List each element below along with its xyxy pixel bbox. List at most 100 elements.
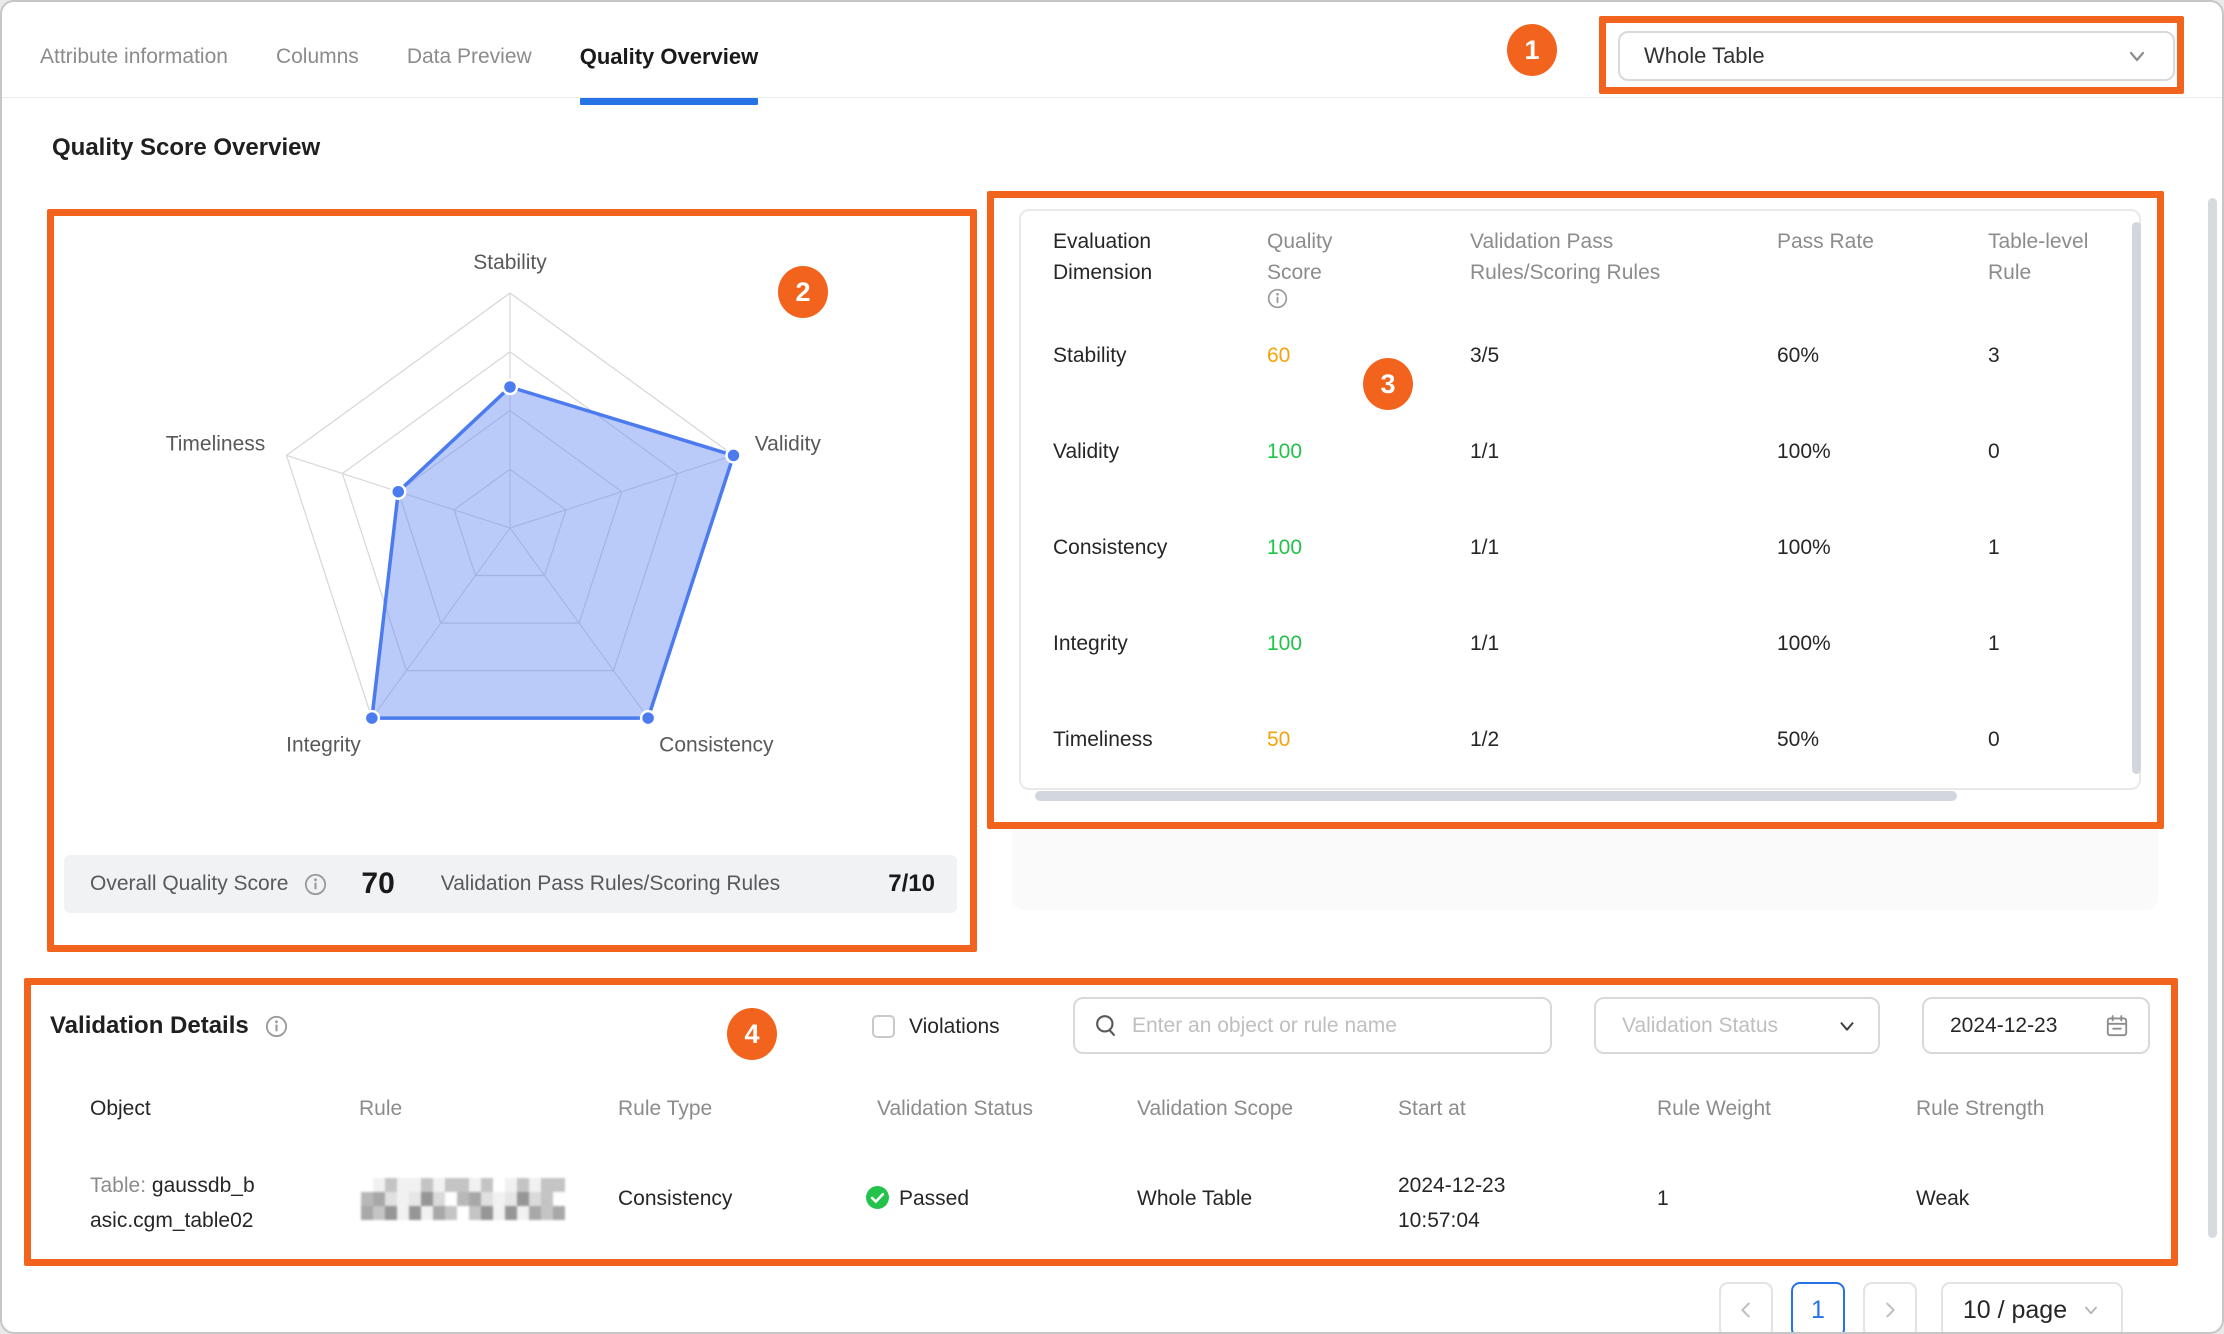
info-icon[interactable] — [265, 1015, 288, 1038]
dimension-table: Evaluation Dimension Quality Score Validati… — [994, 198, 2157, 822]
rule-weight-cell: 1 — [1657, 1187, 1669, 1210]
radar-axis-label: Consistency — [659, 733, 774, 756]
dimension-table-header: Evaluation Dimension — [1053, 230, 1153, 284]
window-scrollbar[interactable] — [2208, 198, 2217, 1238]
pagination-prev-button[interactable] — [1719, 1282, 1773, 1332]
annotation-1-badge: 1 — [1507, 24, 1557, 76]
vertical-scrollbar[interactable] — [2132, 222, 2141, 774]
quality-radar-chart: Stability Validity Consistency Integrity Tim… — [166, 251, 822, 756]
tab-columns[interactable]: Columns — [275, 44, 359, 68]
chevron-right-icon — [1886, 1302, 1895, 1318]
dimension-cell: Timeliness — [1053, 728, 1153, 751]
section-title: Quality Score Overview — [52, 134, 321, 161]
dimension-cell: Integrity — [1053, 632, 1128, 655]
dimension-table-card — [1019, 209, 2141, 790]
validation-table-header-cell: Rule Type — [618, 1097, 713, 1120]
scope-select[interactable]: Whole Table — [1618, 31, 2175, 81]
table-rule-cell: 1 — [1988, 536, 2000, 559]
table-rule-cell: 1 — [1988, 632, 2000, 655]
score-cell: 100 — [1267, 536, 1303, 559]
dimension-table-header: Pass Rate — [1777, 230, 1874, 253]
dimension-cell: Consistency — [1053, 536, 1168, 559]
overall-score-bar: Overall Quality Score 70 Validation Pass… — [64, 855, 957, 913]
validation-table-header-cell: Validation Status — [877, 1097, 1034, 1120]
dimension-table-header: Quality Score — [1267, 226, 1332, 309]
score-cell: 60 — [1267, 344, 1291, 367]
pagination-page-1[interactable]: 1 — [1791, 1282, 1845, 1332]
pass-rules-cell: 1/1 — [1470, 440, 1500, 463]
annotation-2-badge: 2 — [778, 266, 828, 318]
pass-rate-cell: 100% — [1777, 440, 1831, 463]
object-name-line2: asic.cgm_table02 — [90, 1209, 254, 1232]
chevron-down-icon — [1840, 1021, 1854, 1031]
dimension-cell: Stability — [1053, 344, 1127, 367]
overall-score-label: Overall Quality Score — [90, 872, 289, 895]
annotation-3-badge: 3 — [1363, 358, 1413, 410]
pass-rules-cell: 1/1 — [1470, 536, 1500, 559]
page-size-value: 10 / page — [1962, 1295, 2068, 1324]
score-cell: 50 — [1267, 728, 1291, 751]
pagination-next-button[interactable] — [1863, 1282, 1917, 1332]
status-cell: Passed — [899, 1187, 970, 1210]
object-name-line1: gaussdb_b — [151, 1174, 255, 1197]
horizontal-scrollbar[interactable] — [1035, 791, 1957, 801]
chevron-down-icon — [2129, 51, 2145, 62]
pass-rules-cell: 3/5 — [1470, 344, 1500, 367]
right-panel-footer-area — [1012, 829, 2158, 910]
dimension-cell: Validity — [1053, 440, 1120, 463]
validation-table-header-cell: Object — [90, 1097, 151, 1120]
pass-rules-label: Validation Pass Rules/Scoring Rules — [440, 872, 781, 895]
date-picker[interactable]: 2024-12-23 — [1922, 997, 2150, 1054]
violations-checkbox[interactable] — [872, 1015, 895, 1038]
search-input[interactable] — [1130, 1012, 1530, 1039]
annotation-4-badge: 4 — [727, 1008, 777, 1060]
pass-rate-cell: 100% — [1777, 632, 1831, 655]
overall-score-value: 70 — [361, 867, 395, 900]
validation-table-header-cell: Rule — [359, 1097, 403, 1120]
annotation-3-box: Evaluation Dimension Quality Score Validati… — [987, 191, 2164, 829]
radar-axis-label: Validity — [755, 432, 822, 455]
calendar-icon — [2106, 1014, 2128, 1036]
date-value: 2024-12-23 — [1950, 1013, 2058, 1037]
search-icon — [1096, 1015, 1115, 1037]
start-at-cell: 2024-12-23 10:57:04 — [1398, 1174, 1506, 1232]
chevron-left-icon — [1741, 1302, 1750, 1318]
violations-label: Violations — [909, 1015, 1000, 1038]
rule-type-cell: Consistency — [618, 1187, 733, 1210]
tab-attribute-information[interactable]: Attribute information — [40, 44, 228, 68]
object-prefix: Table: — [90, 1174, 147, 1197]
scope-cell: Whole Table — [1137, 1187, 1253, 1210]
score-cell: 100 — [1267, 632, 1303, 655]
tab-data-preview[interactable]: Data Preview — [406, 44, 532, 68]
info-icon[interactable] — [304, 873, 327, 896]
annotation-4-box: Validation Details 4 Violations Validati… — [24, 978, 2178, 1266]
rule-strength-cell: Weak — [1916, 1187, 1970, 1210]
tab-quality-overview[interactable]: Quality Overview — [579, 16, 758, 105]
search-box — [1073, 997, 1552, 1054]
dimension-table-header: Validation Pass Rules/Scoring Rules — [1470, 230, 1661, 284]
table-rule-cell: 0 — [1988, 440, 2000, 463]
page-size-select[interactable]: 10 / page — [1941, 1282, 2123, 1332]
validation-table-header-cell: Rule Weight — [1657, 1097, 1772, 1120]
info-icon[interactable] — [1267, 288, 1288, 309]
table-rule-cell: 3 — [1988, 344, 2000, 367]
pass-rules-cell: 1/2 — [1470, 728, 1500, 751]
radar-axis-label: Stability — [473, 251, 547, 274]
validation-table-header-cell: Validation Scope — [1137, 1097, 1294, 1120]
pass-rate-cell: 60% — [1777, 344, 1820, 367]
radar-axis-label: Timeliness — [166, 432, 266, 455]
pass-rules-value: 7/10 — [888, 870, 935, 897]
validation-status-select[interactable]: Validation Status — [1594, 997, 1880, 1054]
annotation-2-box: Stability Validity Consistency Integrity Tim… — [47, 209, 977, 952]
rule-name-redacted-mosaic — [361, 1178, 565, 1220]
annotation-1-box: Whole Table — [1599, 16, 2184, 94]
radar-axis-label: Integrity — [286, 733, 361, 756]
validation-details-title-row: Validation Details — [50, 1010, 288, 1042]
pass-rate-cell: 50% — [1777, 728, 1820, 751]
score-cell: 100 — [1267, 440, 1303, 463]
pass-rate-cell: 100% — [1777, 536, 1831, 559]
check-circle-icon — [866, 1186, 889, 1209]
dimension-table-header: Table-level Rule — [1988, 230, 2089, 284]
scope-select-value: Whole Table — [1644, 43, 1765, 68]
